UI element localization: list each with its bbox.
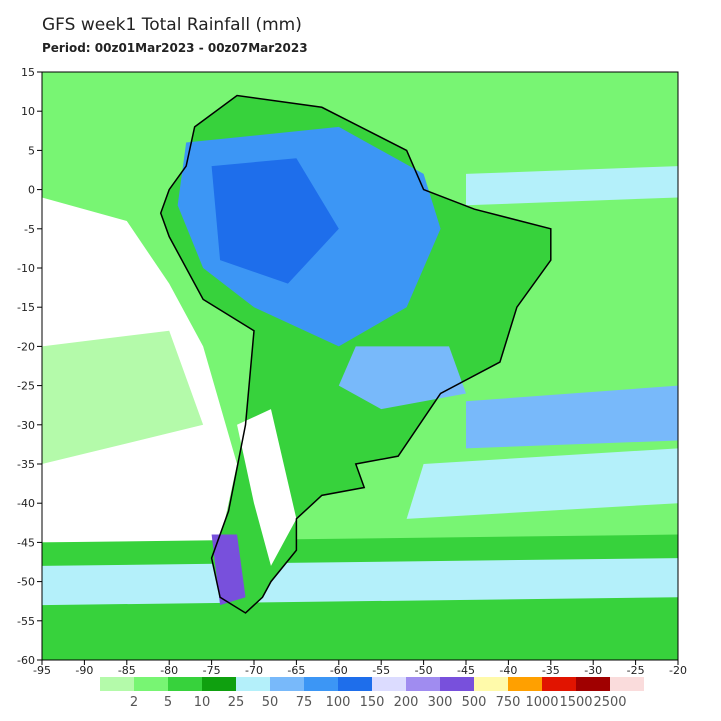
- x-tick-label: -45: [457, 664, 475, 677]
- colorbar-label: 500: [462, 695, 487, 710]
- colorbar-label: 5: [164, 695, 172, 710]
- colorbar-swatch: [270, 677, 304, 691]
- colorbar-label: 2: [130, 695, 138, 710]
- y-tick-label: 15: [21, 66, 35, 79]
- colorbar-swatch: [406, 677, 440, 691]
- amazon-heavy: [211, 158, 339, 284]
- colorbar-label: 100: [326, 695, 351, 710]
- x-tick-label: -60: [330, 664, 348, 677]
- x-tick-label: -95: [33, 664, 51, 677]
- colorbar-label: 50: [262, 695, 279, 710]
- y-tick-label: -45: [17, 536, 35, 549]
- colorbar-label: 10: [194, 695, 211, 710]
- colorbar-swatch: [100, 677, 134, 691]
- colorbar-swatch: [168, 677, 202, 691]
- colorbar-swatch: [576, 677, 610, 691]
- y-tick-label: -60: [17, 654, 35, 667]
- y-tick-label: -25: [17, 380, 35, 393]
- y-tick-label: -55: [17, 615, 35, 628]
- x-tick-label: -80: [160, 664, 178, 677]
- colorbar-swatch: [338, 677, 372, 691]
- colorbar-label: 200: [394, 695, 419, 710]
- colorbar-label: 1000: [525, 695, 558, 710]
- colorbar-swatch: [134, 677, 168, 691]
- y-tick-label: -35: [17, 458, 35, 471]
- colorbar-swatch: [202, 677, 236, 691]
- subtitle: Period: 00z01Mar2023 - 00z07Mar2023: [42, 41, 308, 55]
- south-band-2: [42, 558, 678, 606]
- x-tick-label: -25: [627, 664, 645, 677]
- x-tick-label: -30: [584, 664, 602, 677]
- y-tick-label: -10: [17, 262, 35, 275]
- x-tick-label: -35: [542, 664, 560, 677]
- colorbar-swatch: [304, 677, 338, 691]
- colorbar-swatch: [236, 677, 270, 691]
- x-tick-label: -40: [499, 664, 517, 677]
- x-tick-label: -20: [669, 664, 687, 677]
- colorbar-swatch: [542, 677, 576, 691]
- andes-dry: [237, 409, 297, 566]
- y-tick-label: -15: [17, 301, 35, 314]
- atlantic-band: [466, 385, 678, 449]
- x-tick-label: -50: [415, 664, 433, 677]
- frame: [41, 71, 679, 661]
- light-region: [42, 330, 204, 464]
- map: [42, 72, 678, 660]
- y-tick-label: -40: [17, 497, 35, 510]
- x-tick-label: -75: [203, 664, 221, 677]
- south-brazil-rain: [338, 346, 466, 410]
- patagonia-rain: [211, 534, 246, 606]
- coastline: [159, 94, 552, 614]
- y-tick-label: -20: [17, 340, 35, 353]
- x-tick-label: -55: [372, 664, 390, 677]
- colorbar-swatch: [474, 677, 508, 691]
- y-tick-label: -30: [17, 419, 35, 432]
- x-tick-label: -85: [118, 664, 136, 677]
- colorbar-label: 2500: [593, 695, 626, 710]
- colorbar-swatch: [508, 677, 542, 691]
- colorbar-label: 1500: [559, 695, 592, 710]
- y-tick-label: -50: [17, 576, 35, 589]
- colorbar-swatch: [440, 677, 474, 691]
- y-tick-label: 10: [21, 105, 35, 118]
- y-tick-label: 5: [28, 144, 35, 157]
- colorbar-swatch: [372, 677, 406, 691]
- colorbar-label: 75: [296, 695, 313, 710]
- x-tick-label: -65: [287, 664, 305, 677]
- y-tick-label: 0: [28, 184, 35, 197]
- colorbar-label: 25: [228, 695, 245, 710]
- colorbar-label: 750: [496, 695, 521, 710]
- colorbar-label: 300: [428, 695, 453, 710]
- atlantic-light: [406, 448, 678, 519]
- x-tick-label: -90: [75, 664, 93, 677]
- colorbar-swatch: [610, 677, 644, 691]
- itcz-band: [466, 166, 678, 206]
- y-tick-label: -5: [24, 223, 35, 236]
- colorbar-label: 150: [360, 695, 385, 710]
- title: GFS week1 Total Rainfall (mm): [42, 15, 302, 35]
- x-tick-label: -70: [245, 664, 263, 677]
